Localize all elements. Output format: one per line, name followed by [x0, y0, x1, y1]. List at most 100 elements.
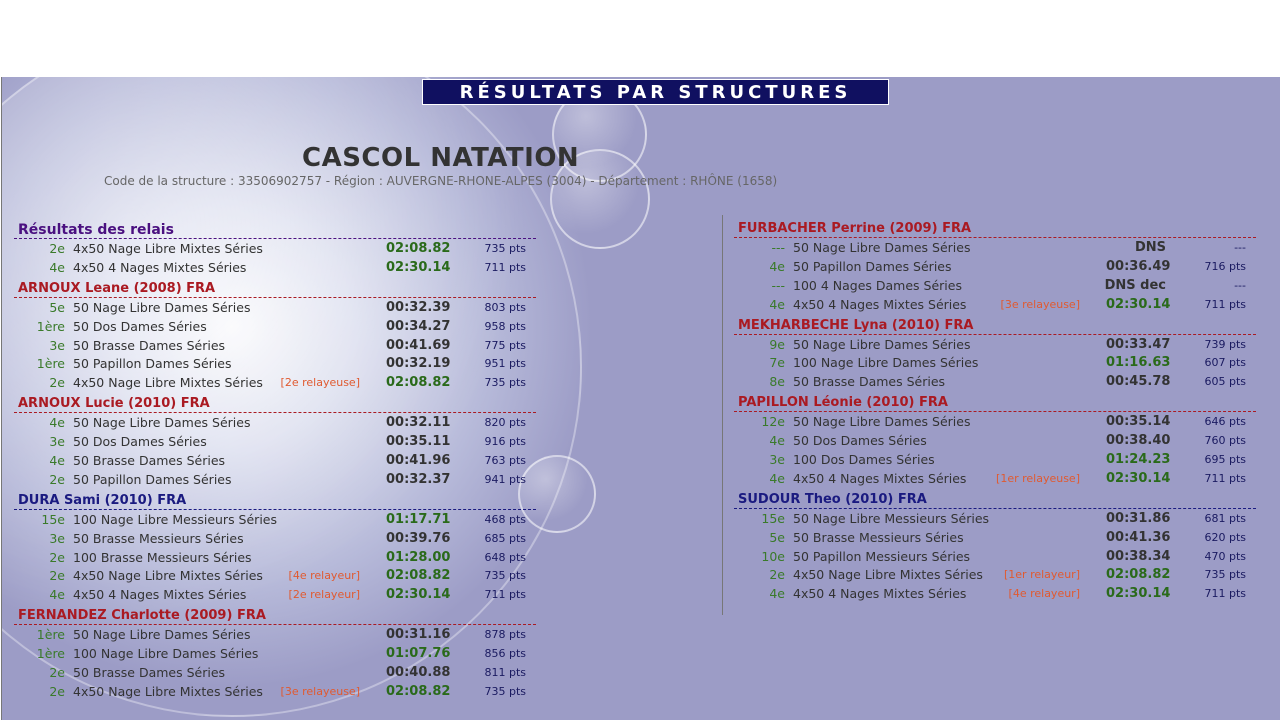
swimmer-heading: ARNOUX Leane (2008) FRA	[14, 279, 536, 298]
time: 00:41.36	[1106, 529, 1171, 545]
result-row: 1ère 50 Papillon Dames Séries 00:32.19 951 …	[14, 354, 536, 373]
time: 01:07.76	[386, 646, 451, 662]
result-row: 2e 4x50 Nage Libre Mixtes Séries [1er rela…	[734, 565, 1256, 584]
event-name: 50 Papillon Dames Séries	[73, 356, 232, 372]
relay-position: [1er relayeur]	[1004, 568, 1080, 582]
points: 916 pts	[484, 435, 526, 449]
points: 763 pts	[484, 454, 526, 468]
result-row: 2e 100 Brasse Messieurs Séries 01:28.00 648…	[14, 548, 536, 567]
time: 02:08.82	[386, 241, 451, 256]
result-row: 4e 50 Dos Dames Séries 00:38.40 760 pts	[734, 431, 1256, 450]
relay-position: [4e relayeur]	[1008, 587, 1080, 601]
points: 468 pts	[484, 512, 526, 526]
event-name: 50 Dos Dames Séries	[793, 433, 927, 449]
result-row: 5e 50 Nage Libre Dames Séries 00:32.39 803 …	[14, 298, 536, 317]
points: 470 pts	[1204, 549, 1246, 563]
time: 02:30.14	[1106, 470, 1171, 486]
rank: 3e	[49, 434, 65, 450]
points: 607 pts	[1204, 356, 1246, 370]
event-name: 100 Dos Dames Séries	[793, 452, 935, 468]
rank: 4e	[49, 415, 65, 431]
relay-position: [1er relayeuse]	[996, 471, 1080, 485]
points: 646 pts	[1204, 415, 1246, 429]
time: 00:45.78	[1106, 374, 1171, 390]
rank: 4e	[769, 586, 785, 602]
time: 02:30.14	[386, 587, 451, 603]
event-name: 100 4 Nages Dames Séries	[793, 277, 962, 293]
rank: 2e	[49, 241, 65, 256]
rank: 2e	[49, 568, 65, 584]
points: 711 pts	[1204, 471, 1246, 485]
time: 00:32.37	[386, 471, 451, 487]
relay-position: [3e relayeuse]	[1000, 297, 1080, 311]
event-name: 100 Nage Libre Dames Séries	[793, 355, 979, 371]
column-divider	[722, 215, 723, 615]
result-section: MEKHARBECHE Lyna (2010) FRA 9e 50 Nage Lib…	[734, 316, 1256, 392]
rank: 2e	[49, 665, 65, 681]
result-row: 7e 100 Nage Libre Dames Séries 01:16.63 607…	[734, 353, 1256, 372]
points: 711 pts	[484, 588, 526, 602]
event-name: 50 Dos Dames Séries	[73, 434, 207, 450]
time: 02:08.82	[386, 568, 451, 584]
points: 739 pts	[1204, 337, 1246, 351]
time: 00:41.96	[386, 453, 451, 469]
event-name: 50 Nage Libre Dames Séries	[793, 240, 971, 255]
results-page: RÉSULTATS PAR STRUCTURES CASCOL NATATION…	[1, 77, 1280, 720]
rank: 7e	[769, 355, 785, 371]
result-section: FERNANDEZ Charlotte (2009) FRA 1ère 50 Nag…	[14, 606, 536, 701]
rank: 2e	[49, 549, 65, 565]
points: 735 pts	[484, 569, 526, 583]
club-info: Code de la structure : 33506902757 - Rég…	[104, 174, 778, 188]
result-row: 4e 4x50 4 Nages Mixtes Séries [1er relayeu…	[734, 469, 1256, 488]
rank: 4e	[769, 470, 785, 486]
result-section: Résultats des relais 2e 4x50 Nage Libre Mi…	[14, 220, 536, 277]
result-section: FURBACHER Perrine (2009) FRA --- 50 Nage L…	[734, 219, 1256, 314]
time: 00:32.19	[386, 356, 451, 372]
time: 02:30.14	[386, 259, 451, 275]
rank: 5e	[769, 529, 785, 545]
bubble-decoration	[518, 455, 596, 533]
points: ---	[1234, 278, 1246, 292]
rank: 2e	[49, 375, 65, 391]
result-section: PAPILLON Léonie (2010) FRA 12e 50 Nage Lib…	[734, 393, 1256, 488]
points: 820 pts	[484, 416, 526, 430]
club-name: CASCOL NATATION	[302, 143, 580, 173]
event-name: 50 Nage Libre Dames Séries	[793, 414, 971, 430]
event-name: 4x50 4 Nages Mixtes Séries	[73, 587, 247, 603]
rank: 1ère	[36, 627, 65, 643]
points: 681 pts	[1204, 511, 1246, 525]
points: 958 pts	[484, 319, 526, 333]
rank: 12e	[761, 414, 785, 430]
result-section: ARNOUX Lucie (2010) FRA 4e 50 Nage Libre D…	[14, 394, 536, 489]
time: DNS	[1134, 240, 1166, 255]
rank: 2e	[769, 567, 785, 583]
rank: 3e	[769, 452, 785, 468]
swimmer-heading: DURA Sami (2010) FRA	[14, 491, 536, 510]
event-name: 50 Dos Dames Séries	[73, 318, 207, 334]
swimmer-heading: FURBACHER Perrine (2009) FRA	[734, 219, 1256, 238]
swimmer-heading: SUDOUR Theo (2010) FRA	[734, 490, 1256, 509]
time: 01:24.23	[1106, 452, 1171, 468]
result-row: 12e 50 Nage Libre Dames Séries 00:35.14 646…	[734, 412, 1256, 431]
event-name: 4x50 Nage Libre Mixtes Séries	[73, 683, 263, 699]
event-name: 4x50 Nage Libre Mixtes Séries	[73, 375, 263, 391]
event-name: 4x50 Nage Libre Mixtes Séries	[73, 241, 263, 256]
time: 02:30.14	[1106, 296, 1171, 312]
time: 00:41.69	[386, 337, 451, 353]
result-row: 2e 50 Brasse Dames Séries 00:40.88 811 pts	[14, 663, 536, 682]
event-name: 50 Brasse Dames Séries	[73, 665, 226, 681]
relay-position: [2e relayeur]	[288, 588, 360, 602]
event-name: 50 Nage Libre Dames Séries	[793, 336, 971, 352]
points: ---	[1234, 241, 1246, 254]
event-name: 100 Brasse Messieurs Séries	[73, 549, 252, 565]
event-name: 50 Brasse Dames Séries	[73, 337, 226, 353]
event-name: 100 Nage Libre Dames Séries	[73, 646, 259, 662]
rank: 15e	[761, 510, 785, 526]
result-row: 4e 4x50 4 Nages Mixtes Séries [2e relayeur…	[14, 585, 536, 604]
result-row: 15e 50 Nage Libre Messieurs Séries 00:31.8…	[734, 509, 1256, 528]
event-name: 50 Nage Libre Messieurs Séries	[793, 510, 990, 526]
points: 878 pts	[484, 628, 526, 642]
event-name: 4x50 4 Nages Mixtes Séries	[793, 296, 967, 312]
time: 01:28.00	[386, 549, 451, 565]
result-row: 10e 50 Papillon Messieurs Séries 00:38.34 4…	[734, 547, 1256, 566]
